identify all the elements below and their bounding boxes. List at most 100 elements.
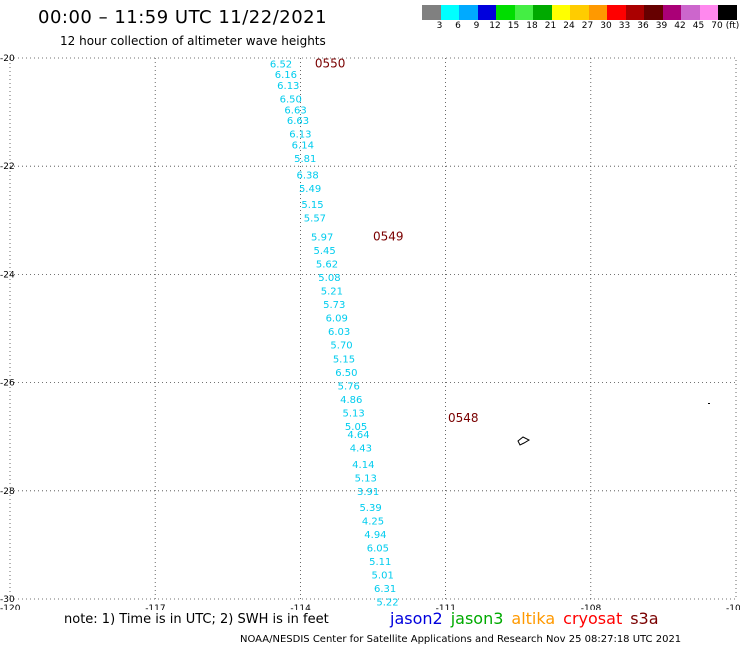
y-tick-label: -20 [0,54,15,64]
wave-height-value: 5.49 [299,184,321,195]
legend-label: 30 [600,21,612,31]
wave-height-value: 5.39 [359,503,381,514]
wave-height-value: 5.81 [294,154,316,165]
legend-label: 27 [581,21,594,31]
mission-label: jason3 [450,609,504,628]
legend-label: 24 [563,21,575,31]
y-tick-label: -22 [0,162,15,172]
wave-height-map: -120 -117 -114 -111 -108 -105 -20 -22 -24 -26 -28 -… [0,54,740,610]
legend-label: 12 [489,21,501,31]
wave-height-value: 6.63 [284,105,306,116]
legend-swatch [496,5,515,20]
pass-time-label: 0548 [448,411,479,425]
x-tick-label: -105 [726,604,740,610]
wave-height-value: 5.97 [311,233,333,244]
wave-height-value: 6.09 [326,314,348,325]
legend-labels: 3 6 9 12 15 18 21 24 27 30 33 36 39 42 45 70 (ft) [422,20,740,34]
legend-swatch [607,5,626,20]
map-grid [10,58,736,599]
wave-height-value: 6.03 [328,327,350,338]
legend-swatch [718,5,737,20]
map-frame [9,57,737,600]
wave-height-value: 6.13 [289,130,311,141]
wave-height-value: 6.16 [275,70,297,81]
y-tick-label: -28 [0,487,15,497]
wave-height-value: 4.64 [347,430,369,441]
map-title: 00:00 – 11:59 UTC 11/22/2021 [38,7,328,28]
legend-label: 18 [526,21,538,31]
legend-swatch [699,5,718,20]
legend-label: 3 [436,21,443,31]
x-tick-label: -111 [436,604,456,610]
wave-height-value: 5.13 [343,408,365,419]
y-tick-label: -26 [0,379,15,389]
x-tick-label: -120 [0,604,21,610]
map-subtitle: 12 hour collection of altimeter wave hei… [60,34,326,48]
wave-height-value: 5.01 [372,571,394,582]
legend-swatch [681,5,700,20]
wave-height-value: 6.63 [287,116,309,127]
wave-height-value: 5.13 [355,473,377,484]
pass-time-label: 0549 [373,230,404,244]
wave-height-value: 4.86 [340,395,362,406]
wave-height-value: 5.08 [318,273,340,284]
legend-swatch [625,5,644,20]
wave-height-value: 6.14 [292,141,314,152]
legend-swatch [588,5,607,20]
legend-swatch [440,5,459,20]
legend-swatch [459,5,478,20]
wave-height-value: 6.13 [277,81,299,92]
wave-height-value: 5.11 [369,557,391,568]
legend-label: 45 [692,21,705,31]
legend-label: 39 [655,21,668,31]
wave-height-color-legend: 3 6 9 12 15 18 21 24 27 30 33 36 39 42 45 70 (ft) [422,5,740,34]
wave-height-value: 5.21 [321,287,343,298]
legend-swatch [533,5,552,20]
wave-height-value: 6.50 [280,95,302,106]
x-tick-label: -108 [581,604,602,610]
wave-height-value: 5.73 [323,300,345,311]
wave-height-value: 5.76 [338,381,360,392]
x-tick-label: -117 [145,604,165,610]
wave-height-value: 4.14 [352,460,374,471]
legend-swatch [570,5,589,20]
wave-height-value: 6.52 [270,59,292,70]
legend-label: 6 [455,21,461,31]
credit-line: NOAA/NESDIS Center for Satellite Applica… [240,634,682,645]
legend-label: 70 [711,21,723,31]
wave-height-value: 5.22 [376,598,398,609]
legend-label: 15 [507,21,520,31]
y-tick-label: -24 [0,270,15,280]
legend-label: (ft) [725,21,740,31]
island-dot [708,403,710,404]
legend-swatch [644,5,663,20]
wave-height-value: 5.45 [313,246,335,257]
wave-height-value: 5.05 [345,422,367,433]
island-shape [517,436,531,446]
footnote: note: 1) Time is in UTC; 2) SWH is in fe… [64,612,329,627]
legend-label: 42 [674,21,686,31]
wave-height-value: 6.05 [367,544,389,555]
mission-label: s3a [630,609,659,628]
island-outline [517,403,710,446]
satellite-track: 6.526.166.136.506.636.636.136.145.816.38… [270,59,399,609]
pass-time-labels: 0550 0549 0548 [315,56,479,424]
legend-label: 21 [544,21,557,31]
mission-label: altika [511,609,556,628]
mission-label: cryosat [563,609,623,628]
legend-label: 33 [618,21,631,31]
legend-label: 9 [473,21,480,31]
mission-label: jason2 [390,609,443,628]
wave-height-value: 5.15 [333,354,355,365]
wave-height-value: 5.15 [301,200,323,211]
map-border [9,57,737,600]
wave-height-value: 6.38 [297,170,319,181]
legend-swatch [422,5,441,20]
mission-legend: jason2 jason3 altika cryosat s3a [390,609,667,628]
legend-swatch [551,5,570,20]
wave-height-value: 4.43 [350,444,372,455]
wave-height-value: 5.57 [304,214,326,225]
legend-swatch [514,5,533,20]
y-tick-label: -30 [0,595,15,605]
axis-tick-labels: -120 -117 -114 -111 -108 -105 -20 -22 -24 -26 -28 -… [0,54,740,610]
